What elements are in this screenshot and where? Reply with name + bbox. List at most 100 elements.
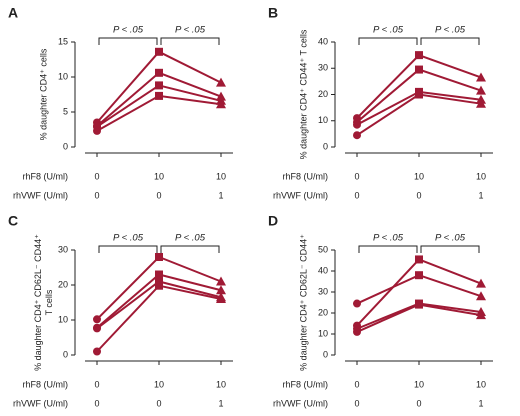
marker	[93, 315, 101, 324]
marker	[415, 300, 423, 309]
x-tick-label: 10	[414, 379, 424, 389]
y-tick-label: 0	[323, 349, 328, 359]
x-row-label: rhF8 (U/ml)	[23, 171, 69, 181]
y-tick-label: 10	[58, 314, 68, 324]
marker	[476, 85, 486, 95]
y-tick-label: 20	[318, 307, 328, 317]
marker	[93, 324, 101, 333]
panel-label: A	[8, 5, 18, 21]
panel-label: C	[8, 213, 18, 229]
x-tick-label: 1	[218, 398, 223, 408]
marker	[155, 47, 163, 56]
significance-bracket	[420, 245, 480, 253]
annotation: P < .05	[175, 233, 206, 244]
y-tick-label: 20	[58, 279, 68, 289]
x-tick-label: 0	[94, 379, 99, 389]
y-tick-label: 40	[318, 265, 328, 275]
marker	[353, 131, 361, 140]
annotation: P < .05	[175, 25, 206, 36]
marker	[476, 72, 486, 82]
significance-bracket	[358, 245, 418, 253]
y-axis-label: T cells	[44, 289, 54, 315]
significance-bracket	[98, 37, 158, 45]
significance-bracket	[420, 37, 480, 45]
marker	[353, 120, 361, 129]
annotation: P < .05	[435, 25, 466, 36]
x-row-label: rhVWF (U/ml)	[13, 190, 68, 200]
x-row-label: rhF8 (U/ml)	[283, 171, 329, 181]
x-tick-label: 1	[478, 190, 483, 200]
y-tick-label: 20	[318, 89, 328, 99]
y-tick-label: 0	[323, 141, 328, 151]
y-tick-label: 0	[63, 349, 68, 359]
x-tick-label: 10	[414, 171, 424, 181]
marker	[155, 253, 163, 261]
x-row-label: rhVWF (U/ml)	[13, 398, 68, 408]
y-axis-label: % daughter CD4⁺ cells	[38, 48, 48, 140]
x-tick-label: 1	[218, 190, 223, 200]
x-tick-label: 0	[94, 398, 99, 408]
marker	[415, 90, 423, 99]
x-tick-label: 10	[216, 171, 226, 181]
marker	[155, 68, 163, 77]
x-tick-label: 0	[416, 190, 421, 200]
y-tick-label: 40	[318, 36, 328, 46]
y-axis-label: % daughter CD4⁺ CD62L⁻ CD44⁺	[298, 234, 308, 371]
significance-bracket	[160, 37, 220, 45]
y-tick-label: 50	[318, 244, 328, 254]
marker	[155, 91, 163, 100]
y-tick-label: 30	[58, 244, 68, 254]
x-row-label: rhF8 (U/ml)	[23, 379, 69, 389]
marker	[93, 347, 101, 356]
series-line	[356, 53, 482, 119]
x-row-label: rhF8 (U/ml)	[283, 379, 329, 389]
y-tick-label: 30	[318, 63, 328, 73]
x-tick-label: 10	[216, 379, 226, 389]
marker	[415, 271, 423, 280]
series-line	[356, 258, 482, 327]
marker	[155, 270, 163, 279]
significance-bracket	[160, 245, 220, 253]
panel-label: D	[268, 213, 278, 229]
marker	[476, 98, 486, 108]
marker	[415, 51, 423, 60]
x-tick-label: 10	[476, 379, 486, 389]
marker	[93, 126, 101, 135]
annotation: P < .05	[373, 25, 404, 36]
annotation: P < .05	[113, 233, 144, 244]
significance-bracket	[98, 245, 158, 253]
marker	[476, 310, 486, 320]
x-row-label: rhVWF (U/ml)	[273, 190, 328, 200]
series-line	[356, 274, 482, 305]
panel: D 0 10 20 30 40 50 % daughter CD4⁺ CD62L⁻ CD44⁺…	[268, 213, 493, 408]
marker	[415, 65, 423, 74]
x-tick-label: 10	[154, 171, 164, 181]
y-tick-label: 0	[63, 141, 68, 151]
x-tick-label: 0	[354, 171, 359, 181]
x-tick-label: 0	[156, 190, 161, 200]
x-tick-label: 0	[156, 398, 161, 408]
x-tick-label: 10	[154, 379, 164, 389]
annotation: P < .05	[373, 233, 404, 244]
x-tick-label: 0	[94, 171, 99, 181]
x-tick-label: 0	[354, 398, 359, 408]
x-tick-label: 0	[354, 190, 359, 200]
marker	[155, 81, 163, 90]
x-tick-label: 0	[94, 190, 99, 200]
marker	[216, 294, 226, 303]
marker	[353, 299, 361, 308]
y-axis-label: % daughter CD4⁺ CD44⁺ T cells	[298, 29, 308, 159]
marker	[155, 277, 163, 286]
y-tick-label: 5	[63, 106, 68, 116]
series-line	[96, 284, 222, 353]
marker	[216, 77, 226, 87]
x-tick-label: 10	[476, 171, 486, 181]
marker	[476, 291, 486, 301]
y-tick-label: 30	[318, 286, 328, 296]
marker	[155, 281, 163, 290]
marker	[216, 285, 226, 295]
marker	[476, 278, 486, 288]
y-tick-label: 10	[58, 71, 68, 81]
